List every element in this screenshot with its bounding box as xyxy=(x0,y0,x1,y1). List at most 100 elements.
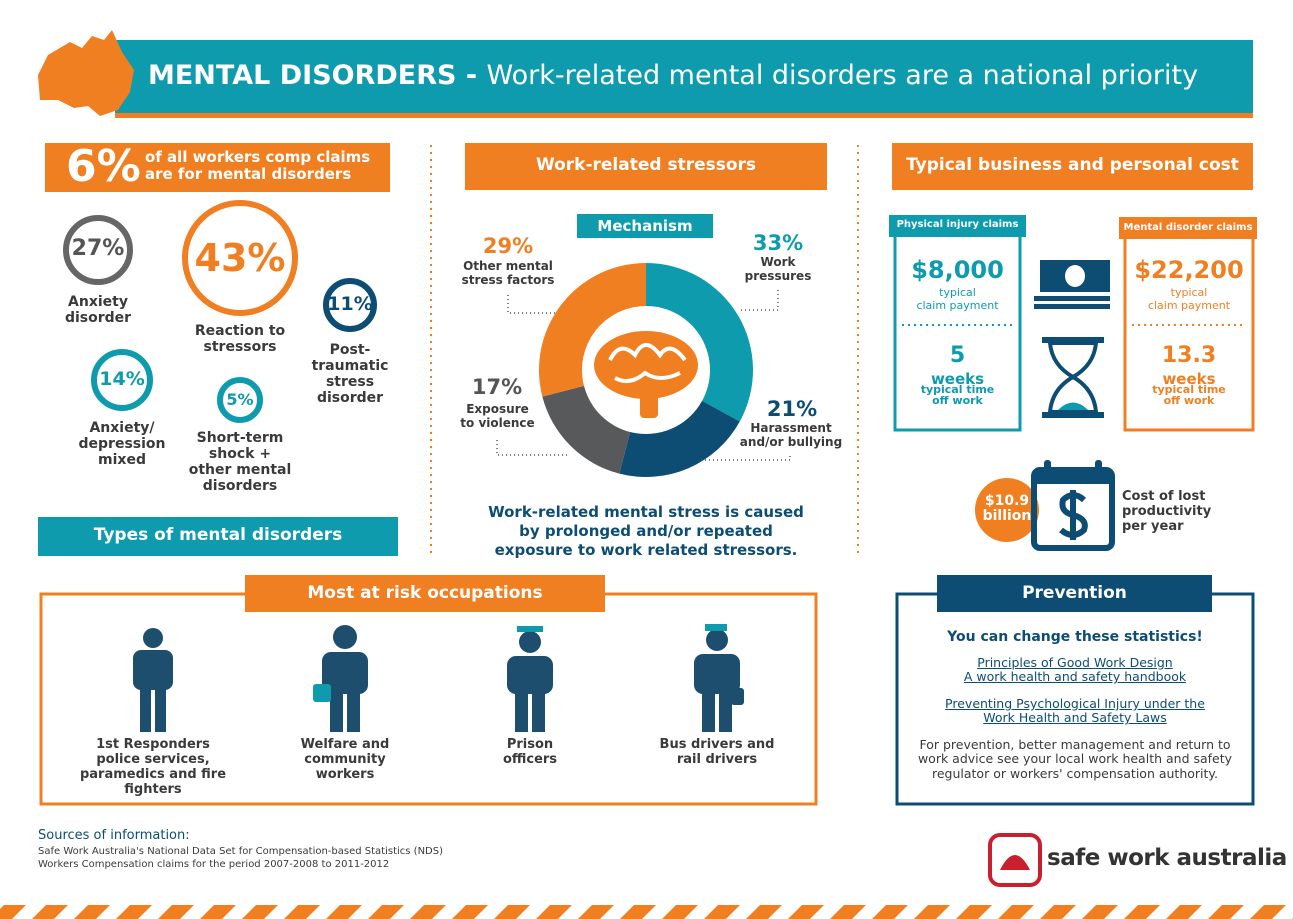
stressor-value: 29% xyxy=(482,234,534,258)
physical-time: 5 weeks xyxy=(895,345,1020,389)
type-label: Anxiety/ depression mixed xyxy=(78,420,166,469)
circle xyxy=(323,278,377,332)
circle xyxy=(182,200,298,316)
stressor-value: 17% xyxy=(471,375,523,399)
stripe xyxy=(704,905,740,919)
hourglass-icon xyxy=(1042,337,1104,418)
source-line: Safe Work Australia's National Data Set … xyxy=(38,846,443,857)
calendar-icon xyxy=(1031,460,1115,551)
productivity-value: $10.9 billion xyxy=(982,493,1032,524)
australia-icon xyxy=(38,30,134,116)
type-value: 14% xyxy=(99,368,145,390)
claims-text: of all workers comp claims are for menta… xyxy=(145,148,371,184)
stripe xyxy=(830,905,866,919)
mental-tab xyxy=(1119,217,1257,239)
stripe xyxy=(1040,905,1076,919)
cost-box xyxy=(892,143,1253,190)
money-icon xyxy=(1034,260,1110,309)
occupation-label: Welfare and community workers xyxy=(300,737,390,782)
occupation-label: Prison officers xyxy=(502,737,558,767)
subtitle: Work-related mental disorders are a nati… xyxy=(486,60,1199,91)
time-unit: weeks xyxy=(930,370,985,388)
stripe xyxy=(242,905,278,919)
stripe xyxy=(410,905,446,919)
physical-payment-label: typical claim payment xyxy=(916,286,999,312)
type-label: Post- traumatic stress disorder xyxy=(311,342,389,407)
stripe xyxy=(872,905,908,919)
types-title: Types of mental disorders xyxy=(93,525,343,545)
occupation-label: 1st Responders police services, paramedi… xyxy=(79,737,227,797)
donut-segment xyxy=(646,263,753,422)
donut xyxy=(538,263,753,478)
stressors-box xyxy=(465,143,827,190)
mental-payment-label: typical claim payment xyxy=(1147,286,1231,312)
type-value: 43% xyxy=(194,236,286,280)
stripe xyxy=(956,905,992,919)
stripe xyxy=(578,905,614,919)
mechanism: Mechanism xyxy=(597,217,693,235)
title: MENTAL DISORDERS - xyxy=(148,60,478,91)
occupation-figures xyxy=(133,624,744,732)
stripe xyxy=(494,905,530,919)
stripe xyxy=(914,905,950,919)
mental-time-label: typical time off work xyxy=(1152,383,1226,407)
type-value: 27% xyxy=(71,236,125,261)
stripe xyxy=(1250,905,1286,919)
stripe xyxy=(788,905,824,919)
stripe xyxy=(1208,905,1244,919)
stripe xyxy=(200,905,236,919)
time-unit: weeks xyxy=(1162,370,1216,388)
type-value: 11% xyxy=(327,293,373,315)
stressor-label: Harassment and/or bullying xyxy=(739,421,843,449)
stripe xyxy=(368,905,404,919)
productivity-circle xyxy=(975,478,1039,542)
stripe xyxy=(998,905,1034,919)
occupations-title: Most at risk occupations xyxy=(307,583,543,603)
stripe xyxy=(284,905,320,919)
circle xyxy=(217,377,263,423)
stripe xyxy=(1082,905,1118,919)
time-value: 13.3 xyxy=(1161,343,1217,368)
circle xyxy=(91,349,153,411)
stripe xyxy=(452,905,488,919)
claims-box xyxy=(45,143,390,192)
leaders xyxy=(496,290,791,461)
prevention-text: For prevention, better management and re… xyxy=(917,737,1233,781)
figure xyxy=(694,624,744,732)
prevention-link[interactable]: Preventing Psychological Injury under th… xyxy=(945,696,1205,726)
mental-heading: Mental disorder claims xyxy=(1123,222,1253,233)
prevention-link[interactable]: Principles of Good Work Design A work he… xyxy=(963,655,1187,685)
cost-title: Typical business and personal cost xyxy=(906,155,1239,175)
stripe xyxy=(1166,905,1202,919)
figure xyxy=(507,626,553,732)
stripe xyxy=(326,905,362,919)
time-value: 5 xyxy=(949,343,966,368)
stripe xyxy=(662,905,698,919)
mental-time: 13.3 weeks xyxy=(1125,345,1253,389)
types-bar xyxy=(38,517,398,556)
donut-segment xyxy=(542,385,631,474)
logo-icon xyxy=(988,833,1042,887)
physical-payment: $8,000 xyxy=(911,256,1004,284)
mechanism-tab xyxy=(577,214,713,238)
stripe xyxy=(746,905,782,919)
type-label: Short-term shock + other mental disorder… xyxy=(188,430,292,495)
stressor-label: Work pressures xyxy=(744,255,812,283)
donut-segment xyxy=(538,263,646,397)
header: MENTAL DISORDERS - Work-related mental d… xyxy=(148,60,1198,91)
stripe xyxy=(32,905,68,919)
brain-folds xyxy=(608,343,687,384)
stressor-value: 21% xyxy=(766,397,818,421)
disorder-circles xyxy=(63,200,377,423)
header-strip xyxy=(115,113,1253,118)
bottom-stripes xyxy=(0,905,1293,919)
productivity-label: Cost of lost productivity per year xyxy=(1122,489,1212,534)
stripe xyxy=(74,905,110,919)
logo-text: safe work australia xyxy=(1047,845,1287,871)
stripe xyxy=(1124,905,1160,919)
stressor-value: 33% xyxy=(752,231,804,255)
claims-value: 6% xyxy=(66,141,141,192)
figure xyxy=(313,625,368,732)
physical-time-label: typical time off work xyxy=(920,383,995,407)
